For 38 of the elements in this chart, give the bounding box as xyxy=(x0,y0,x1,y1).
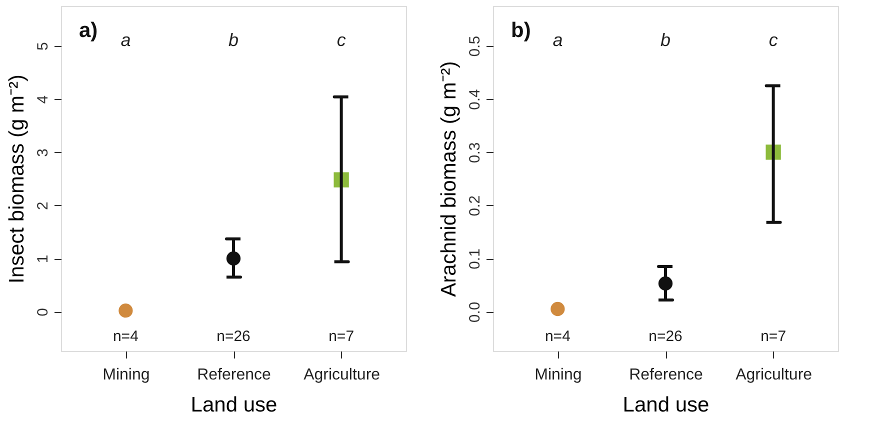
annotation: b) xyxy=(511,19,531,42)
x-tick-label: Agriculture xyxy=(304,366,380,384)
x-tick-label: Mining xyxy=(534,366,582,384)
annotation: a) xyxy=(79,19,98,42)
annotation: c xyxy=(768,30,778,50)
annotation: n=4 xyxy=(544,328,570,345)
x-axis-title: Land use xyxy=(622,394,710,416)
y-tick-label: 3 xyxy=(34,148,52,157)
point xyxy=(550,302,565,316)
y-tick-label: 1 xyxy=(34,254,52,264)
y-tick-label: 4 xyxy=(34,95,52,104)
y-tick-label: 0.2 xyxy=(466,195,484,216)
x-axis-title: Land use xyxy=(190,394,278,416)
y-tick-label: 0.0 xyxy=(466,302,484,323)
y-tick-label: 0 xyxy=(34,308,52,316)
x-tick-label: Reference xyxy=(629,366,704,384)
annotation: a xyxy=(552,30,563,50)
point xyxy=(118,304,133,318)
annotation: b xyxy=(228,30,239,50)
annotation: n=4 xyxy=(112,328,138,345)
y-tick-label: 0.4 xyxy=(466,89,484,110)
y-tick-label: 5 xyxy=(34,42,52,51)
annotation: n=7 xyxy=(760,328,786,345)
x-tick-label: Agriculture xyxy=(736,366,812,384)
annotation: n=26 xyxy=(648,328,682,345)
annotation: c xyxy=(336,30,346,50)
annotation: a xyxy=(120,30,131,50)
y-tick-label: 0.3 xyxy=(466,142,484,164)
y-tick-label: 0.1 xyxy=(466,248,484,270)
y-axis-title: Insect biomass (g m⁻²) xyxy=(6,74,28,284)
annotation: n=26 xyxy=(216,328,250,345)
y-tick-label: 2 xyxy=(34,202,52,210)
annotation: b xyxy=(660,30,671,50)
x-tick-label: Reference xyxy=(197,366,272,384)
x-tick-label: Mining xyxy=(102,366,150,384)
y-axis-title: Arachnid biomass (g m⁻²) xyxy=(438,61,460,297)
annotation: n=7 xyxy=(328,328,354,345)
y-tick-label: 0.5 xyxy=(466,36,484,57)
